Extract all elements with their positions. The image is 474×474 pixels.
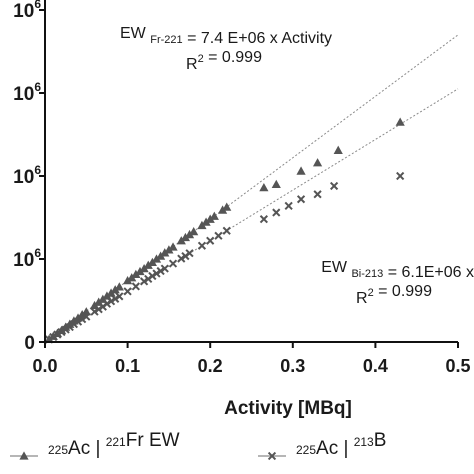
data-point-series-1 [123,287,132,296]
data-point-series-0 [333,145,343,154]
legend-label: 225Ac | 221Fr EW [48,430,180,459]
legend-label: 225Ac | 213B [296,430,386,459]
data-point-series-1 [57,327,66,337]
data-point-series-1 [177,254,186,263]
data-point-series-1 [82,312,91,321]
y-tick-label: 106 [13,80,41,105]
data-point-series-0 [209,211,219,220]
data-point-series-0 [164,245,174,254]
data-point-series-0 [259,183,269,192]
data-point-series-1 [185,249,194,258]
data-point-series-0 [180,232,191,242]
data-point-series-0 [168,242,178,251]
data-point-series-0 [151,254,162,263]
data-point-series-1 [94,305,103,314]
data-point-series-1 [152,269,161,278]
y-tick-label: 106 [13,0,41,22]
annotation-1: R2 = 0.999 [186,49,262,73]
data-point-series-1 [115,292,124,301]
data-point-series-1 [78,315,87,324]
data-point-series-0 [217,205,228,214]
data-point-series-1 [329,181,339,191]
data-point-series-0 [131,269,141,279]
data-point-series-0 [395,117,405,126]
data-point-series-0 [201,217,211,226]
y-tick-label: 106 [13,246,41,271]
x-tick-labels: 0.0 0.1 0.2 0.3 0.4 0.5 [32,356,470,376]
data-point-series-1 [69,320,79,329]
data-point-series-1 [111,294,120,303]
data-point-series-1 [131,282,140,291]
x-tick-label: 0.4 [363,356,388,376]
data-point-series-1 [106,297,116,306]
legend-item-0: 225Ac | 221Fr EW [10,430,180,460]
data-point-series-0 [222,202,232,211]
data-point-series-1 [313,190,322,199]
y-tick-label: 0 [24,333,35,354]
annotation-3: R2 = 0.999 [356,283,432,307]
data-point-series-1 [102,299,112,308]
data-point-series-1 [206,236,215,245]
x-axis-label: Activity [MBq] [224,398,352,419]
chart-axes [39,0,459,348]
annotation-2: EW Bi-213 = 6.1E+06 x [321,259,474,281]
data-points [44,117,405,344]
data-point-series-0 [102,291,112,300]
x-tick-label: 0.3 [280,356,305,376]
data-point-series-1 [53,330,62,339]
data-point-series-1 [140,277,149,286]
data-point-series-0 [114,282,124,291]
legend-marker [267,451,277,461]
legend-marker [19,451,29,460]
x-tick-label: 0.5 [445,356,470,376]
y-tick-labels: 0 106 106 106 106 [13,0,41,354]
data-point-series-1 [222,226,231,235]
data-point-series-0 [123,275,133,285]
data-point-series-0 [205,214,215,223]
data-point-series-1 [272,208,281,217]
data-point-series-1 [396,171,405,181]
data-point-series-0 [143,260,153,269]
data-point-series-1 [160,264,169,273]
data-point-series-1 [214,231,223,240]
data-point-series-0 [189,227,199,236]
data-point-series-1 [296,195,306,204]
data-point-series-1 [168,259,178,268]
data-point-series-1 [284,201,293,210]
data-point-series-0 [184,229,195,239]
x-tick-label: 0.1 [115,356,140,376]
data-point-series-1 [197,241,207,250]
data-point-series-1 [259,215,268,224]
data-point-series-0 [296,166,306,175]
y-tick-label: 106 [13,163,41,188]
data-point-series-1 [61,325,70,334]
data-point-series-0 [160,248,170,257]
data-point-series-1 [148,271,157,281]
data-point-series-0 [312,158,323,167]
data-point-series-0 [135,266,145,276]
legend: 225Ac | 221Fr EW 225Ac | 213B [10,430,386,461]
x-tick-label: 0.0 [32,356,57,376]
x-tick-label: 0.2 [198,356,223,376]
data-point-series-0 [271,179,281,188]
data-point-series-1 [49,332,58,342]
data-point-series-0 [110,285,120,294]
data-point-series-1 [73,317,83,326]
annotation-0: EW Fr-221 = 7.4 E+06 x Activity [120,25,332,47]
legend-item-1: 225Ac | 213B [258,430,386,461]
data-point-series-1 [156,266,165,276]
data-point-series-1 [90,307,99,316]
